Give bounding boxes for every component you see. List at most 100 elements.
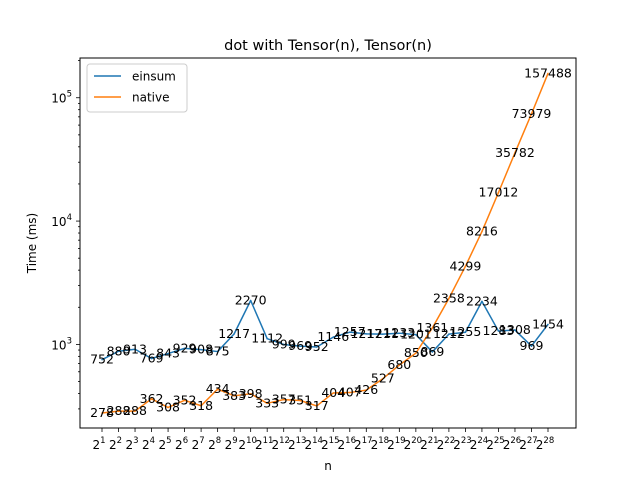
- data-point-einsum: [415, 333, 417, 336]
- data-point-einsum: [167, 352, 169, 355]
- data-point-einsum: [464, 331, 467, 333]
- x-tick-label: 225: [486, 436, 504, 452]
- data-point-native: [101, 412, 103, 414]
- data-point-native: [200, 405, 202, 407]
- data-label-einsum: 908: [189, 342, 213, 357]
- data-point-einsum: [315, 346, 318, 348]
- x-tick-label: 23: [126, 436, 139, 452]
- data-point-einsum: [365, 333, 368, 335]
- x-tick-label: 26: [175, 436, 188, 452]
- data-point-native: [233, 395, 235, 397]
- data-point-einsum: [249, 299, 252, 302]
- data-point-native: [315, 405, 318, 407]
- data-label-native: 357: [272, 392, 296, 407]
- chart-title: dot with Tensor(n), Tensor(n): [224, 38, 432, 54]
- data-label-einsum: 1217: [218, 326, 250, 341]
- data-point-native: [349, 391, 351, 394]
- data-label-einsum: 2234: [466, 293, 498, 308]
- data-label-native: 407: [338, 385, 362, 400]
- data-label-native: 352: [173, 392, 197, 407]
- data-label-native: 157488: [524, 65, 572, 80]
- data-point-einsum: [216, 350, 219, 353]
- x-tick-label: 228: [536, 436, 554, 452]
- data-point-native: [382, 377, 384, 380]
- x-tick-label: 22: [109, 436, 122, 452]
- data-label-einsum: 1255: [450, 324, 482, 339]
- data-label-native: 398: [239, 386, 263, 401]
- x-tick-label: 27: [192, 436, 205, 452]
- data-label-native: 383: [222, 388, 246, 403]
- data-point-native: [282, 398, 285, 401]
- data-label-native: 8216: [466, 224, 498, 239]
- data-label-einsum: 1211: [367, 326, 399, 341]
- data-label-einsum: 843: [156, 346, 180, 361]
- x-tick-label: 214: [305, 436, 323, 452]
- data-label-native: 35782: [495, 145, 535, 160]
- data-point-einsum: [530, 345, 533, 347]
- data-point-native: [216, 388, 219, 390]
- x-tick-label: 25: [159, 436, 172, 452]
- data-point-einsum: [398, 332, 401, 334]
- data-label-native: 288: [107, 403, 131, 418]
- data-label-native: 278: [90, 405, 114, 420]
- data-point-einsum: [134, 348, 136, 351]
- y-tick-label: 105: [51, 90, 72, 106]
- data-point-native: [183, 399, 186, 402]
- x-tick-label: 222: [437, 436, 455, 452]
- data-point-einsum: [448, 333, 450, 335]
- series-line-native: [101, 73, 549, 414]
- x-tick-label: 210: [238, 436, 256, 452]
- data-point-einsum: [282, 343, 285, 346]
- x-tick-label: 218: [371, 436, 389, 452]
- data-point-native: [299, 399, 301, 402]
- data-point-native: [249, 393, 252, 395]
- data-point-einsum: [431, 351, 434, 353]
- data-label-einsum: 769: [140, 350, 164, 365]
- data-label-native: 351: [288, 392, 312, 407]
- x-tick-label: 24: [142, 436, 155, 452]
- data-point-native: [134, 410, 136, 412]
- data-point-einsum: [233, 333, 235, 335]
- data-label-native: 527: [371, 371, 395, 386]
- data-label-einsum: 869: [420, 344, 444, 359]
- data-label-native: 17012: [479, 185, 519, 200]
- data-point-native: [117, 410, 120, 412]
- x-tick-label: 221: [420, 436, 438, 452]
- data-label-einsum: 913: [123, 341, 147, 356]
- x-tick-label: 212: [271, 436, 289, 452]
- x-tick-label: 28: [208, 436, 221, 452]
- data-point-einsum: [332, 336, 335, 338]
- y-tick-label: 103: [51, 336, 72, 352]
- data-label-einsum: 1283: [483, 323, 515, 338]
- data-label-einsum: 1112: [251, 331, 283, 346]
- legend-label-native: native: [132, 91, 169, 105]
- data-label-einsum: 969: [520, 338, 544, 353]
- data-point-native: [398, 364, 401, 366]
- data-label-einsum: 999: [272, 336, 296, 351]
- data-label-native: 362: [140, 391, 164, 406]
- x-tick-label: 223: [453, 436, 471, 452]
- data-label-einsum: 1257: [334, 324, 366, 339]
- data-point-native: [431, 327, 434, 329]
- data-label-einsum: 1146: [317, 329, 349, 344]
- data-point-native: [448, 297, 450, 300]
- x-tick-label: 213: [288, 436, 306, 452]
- data-label-einsum: 1308: [499, 322, 531, 337]
- data-point-native: [514, 152, 516, 154]
- data-point-native: [167, 406, 169, 409]
- data-label-einsum: 969: [288, 338, 312, 353]
- data-point-einsum: [299, 345, 301, 347]
- data-point-einsum: [514, 329, 516, 331]
- x-tick-label: 227: [519, 436, 537, 452]
- data-label-native: 308: [156, 399, 180, 414]
- data-point-native: [332, 392, 335, 394]
- data-point-einsum: [200, 348, 202, 351]
- x-tick-label: 21: [92, 436, 105, 452]
- data-label-native: 1361: [416, 320, 448, 335]
- x-tick-label: 215: [321, 436, 339, 452]
- x-tick-label: 211: [255, 436, 273, 452]
- data-point-native: [365, 389, 368, 391]
- x-axis-title: n: [324, 459, 332, 473]
- data-label-einsum: 1201: [400, 327, 432, 342]
